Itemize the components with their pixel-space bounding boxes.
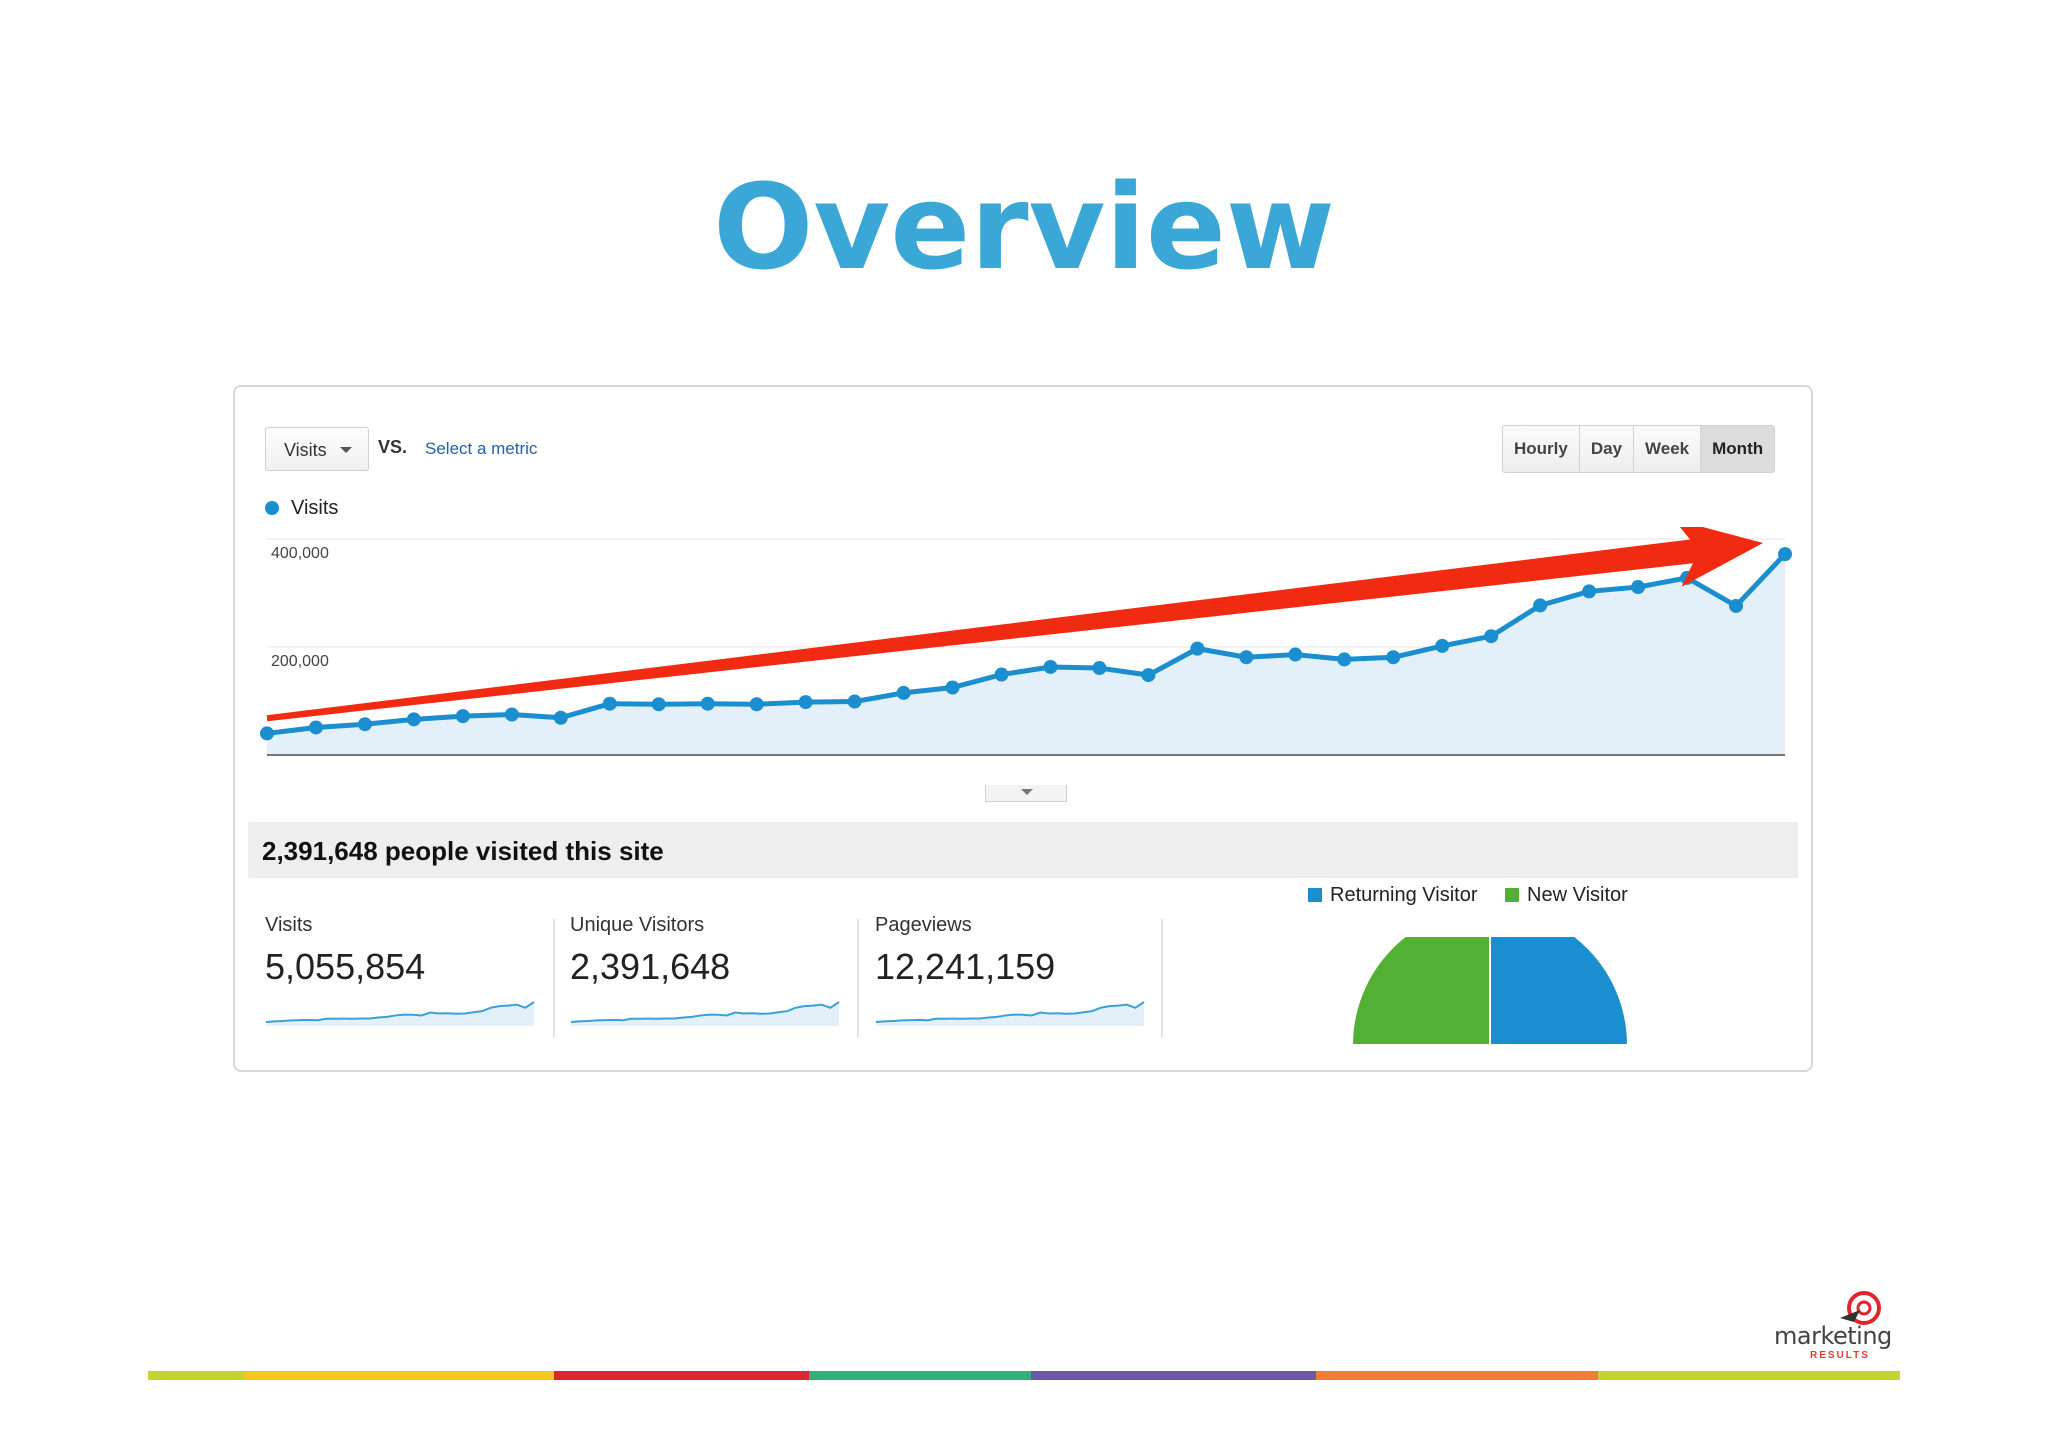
stripe-segment xyxy=(244,1371,554,1380)
data-point xyxy=(504,707,519,722)
data-point xyxy=(1337,652,1352,667)
legend-returning-label: Returning Visitor xyxy=(1330,884,1478,906)
divider xyxy=(857,919,859,1037)
vs-label: VS. xyxy=(378,437,408,457)
legend-swatch xyxy=(1308,888,1322,902)
data-point xyxy=(1533,598,1548,613)
legend-dot-icon xyxy=(265,501,279,515)
data-point xyxy=(1239,650,1254,665)
sparkline xyxy=(265,1001,535,1026)
data-point xyxy=(406,712,421,727)
week-button[interactable]: Week xyxy=(1634,426,1702,472)
chevron-down-icon xyxy=(340,447,352,453)
data-point xyxy=(651,697,666,712)
data-point xyxy=(1729,598,1744,613)
data-point xyxy=(1631,580,1646,595)
analytics-panel: Visits VS. Select a metric Hourly Day We… xyxy=(233,385,1813,1072)
data-point xyxy=(602,696,617,711)
pie-slice xyxy=(1350,937,1491,1046)
data-point xyxy=(798,695,813,710)
sparkline xyxy=(570,1001,840,1026)
visitor-pie-chart xyxy=(1350,937,1630,1046)
target-arrow-icon xyxy=(1840,1291,1881,1325)
sparkline-area xyxy=(571,1002,839,1026)
stat-label: Pageviews xyxy=(875,914,972,936)
granularity-buttons: Hourly Day Week Month xyxy=(1502,425,1776,473)
series-area xyxy=(267,554,1785,755)
hourly-button[interactable]: Hourly xyxy=(1503,426,1580,472)
visits-line-chart: 400,000 200,000 xyxy=(260,527,1792,756)
data-point xyxy=(260,726,274,741)
trend-arrow xyxy=(266,527,1763,722)
stat-unique-visitors: Unique Visitors 2,391,648 xyxy=(570,914,860,1036)
caret-down-icon xyxy=(1021,789,1033,795)
data-point xyxy=(553,710,568,725)
logo-word: marketing xyxy=(1774,1322,1892,1350)
select-metric-link[interactable]: Select a metric xyxy=(425,439,538,458)
legend-returning: Returning Visitor xyxy=(1308,884,1477,906)
sparkline-line xyxy=(875,1001,1145,1023)
stat-label: Unique Visitors xyxy=(570,914,705,936)
stripe-segment xyxy=(809,1371,1031,1380)
stat-visits: Visits 5,055,854 xyxy=(265,914,555,1036)
legend-new-label: New Visitor xyxy=(1527,884,1628,906)
day-button[interactable]: Day xyxy=(1579,426,1635,472)
data-point xyxy=(945,680,960,695)
collapse-chart-toggle[interactable] xyxy=(985,785,1067,802)
sparkline xyxy=(875,1001,1145,1026)
metric-dropdown-label: Visits xyxy=(284,440,327,460)
metric-dropdown[interactable]: Visits xyxy=(265,427,369,471)
data-point xyxy=(1484,629,1499,644)
stripe-segment xyxy=(1598,1371,1900,1380)
sparkline-line xyxy=(265,1001,535,1023)
data-point xyxy=(994,667,1009,682)
sparkline-line xyxy=(570,1001,840,1023)
page-title: Overview xyxy=(713,158,1335,296)
summary-headline: 2,391,648 people visited this site xyxy=(262,836,664,866)
pie-slice xyxy=(1489,937,1630,1046)
data-point xyxy=(1435,638,1450,653)
data-point xyxy=(308,720,323,735)
stripe-segment xyxy=(554,1371,809,1380)
data-point xyxy=(1092,661,1107,676)
legend-new: New Visitor xyxy=(1505,884,1628,906)
data-point xyxy=(1190,641,1205,656)
stripe-segment xyxy=(1316,1371,1598,1380)
legend-swatch xyxy=(1505,888,1520,902)
data-point xyxy=(1288,647,1303,662)
month-button[interactable]: Month xyxy=(1701,426,1775,472)
stat-label: Visits xyxy=(265,914,313,936)
stat-value: 2,391,648 xyxy=(570,946,731,987)
stat-pageviews: Pageviews 12,241,159 xyxy=(875,914,1165,1036)
data-point xyxy=(1043,659,1058,674)
sparkline-area xyxy=(876,1002,1144,1026)
footer-color-stripe xyxy=(148,1371,1900,1380)
data-point xyxy=(896,685,911,700)
divider xyxy=(1161,919,1163,1037)
data-point xyxy=(1778,547,1792,562)
data-point xyxy=(700,696,715,711)
data-point xyxy=(1141,668,1156,683)
stripe-segment xyxy=(148,1371,244,1380)
data-point xyxy=(749,697,764,712)
data-point xyxy=(847,694,862,709)
data-point xyxy=(357,717,372,732)
visitor-legend: Returning Visitor New Visitor xyxy=(1308,884,1650,907)
data-point xyxy=(1582,584,1597,599)
stripe-segment xyxy=(1031,1371,1316,1380)
summary-bar: 2,391,648 people visited this site xyxy=(248,822,1798,878)
sparkline-area xyxy=(266,1002,534,1026)
marketing-results-logo: marketing RESULTS xyxy=(1768,1288,1892,1361)
stat-value: 5,055,854 xyxy=(265,946,426,987)
series-line-visits xyxy=(266,552,1787,736)
data-point xyxy=(455,709,470,724)
y-tick-label: 400,000 xyxy=(271,545,329,562)
y-tick-label: 200,000 xyxy=(271,653,329,670)
divider xyxy=(553,919,555,1037)
stat-value: 12,241,159 xyxy=(875,946,1056,987)
logo-sub: RESULTS xyxy=(1810,1350,1870,1361)
chart-legend: Visits xyxy=(265,497,338,520)
legend-label: Visits xyxy=(291,497,339,519)
data-point xyxy=(1386,650,1401,665)
